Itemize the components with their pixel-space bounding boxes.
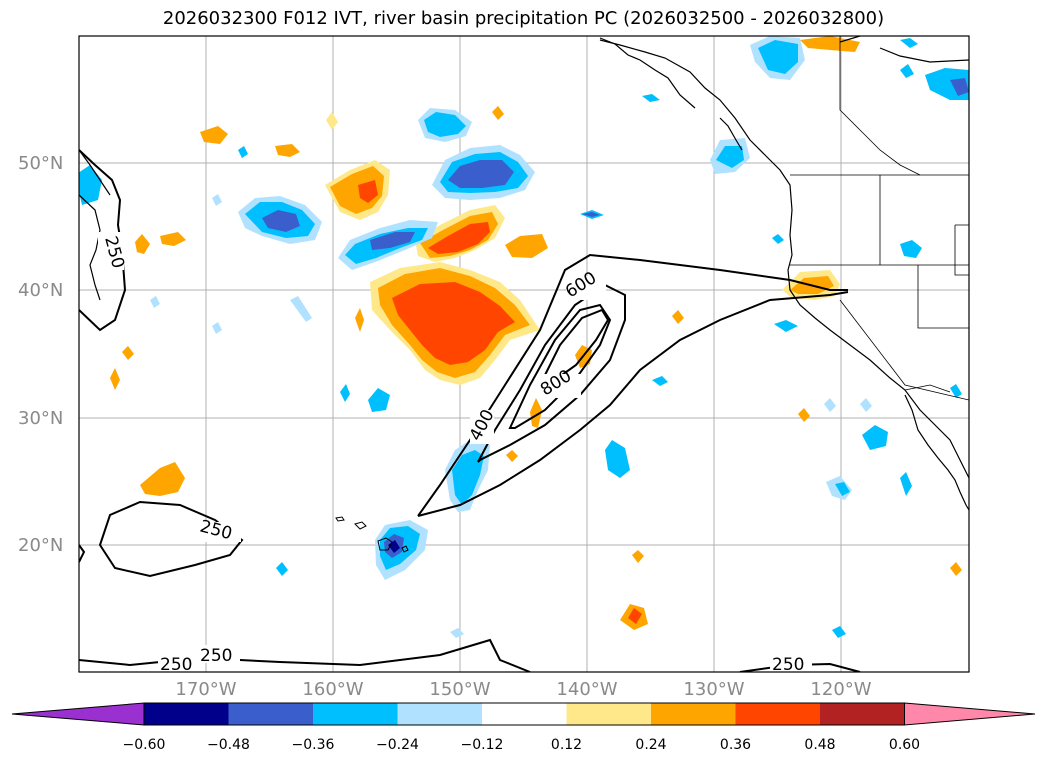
colorbar-tick: 0.24 bbox=[635, 737, 667, 753]
map-frame bbox=[78, 35, 970, 673]
lon-label-130w: 130°W bbox=[683, 679, 745, 700]
colorbar-tick: 0.60 bbox=[888, 737, 921, 753]
map-title: 2026032300 F012 IVT, river basin precipi… bbox=[162, 8, 885, 29]
colorbar-tick: 0.12 bbox=[550, 737, 583, 753]
contour-label: 250 bbox=[200, 646, 232, 666]
coastlines bbox=[79, 36, 969, 511]
colorbar-bin bbox=[820, 703, 905, 725]
colorbar-tick: −0.24 bbox=[376, 737, 419, 753]
colorbar-bin bbox=[651, 703, 736, 725]
lat-label-20n: 20°N bbox=[18, 535, 64, 556]
lon-label-150w: 150°W bbox=[429, 679, 491, 700]
colorbar-bin bbox=[566, 703, 651, 725]
lat-label-40n: 40°N bbox=[18, 280, 64, 301]
lon-label-120w: 120°W bbox=[810, 679, 872, 700]
political-borders bbox=[790, 36, 969, 401]
colorbar-tick: 0.36 bbox=[719, 737, 752, 753]
contour-label: 250 bbox=[160, 655, 192, 675]
colorbar-tick: −0.12 bbox=[460, 737, 504, 753]
lon-label-140w: 140°W bbox=[556, 679, 618, 700]
colorbar-bin bbox=[228, 703, 313, 725]
colorbar-bin bbox=[313, 703, 398, 725]
colorbar-tick: −0.48 bbox=[207, 737, 250, 753]
lat-label-50n: 50°N bbox=[18, 153, 64, 174]
colorbar-bin bbox=[735, 703, 820, 725]
lon-label-170w: 170°W bbox=[175, 679, 237, 700]
colorbar-bin bbox=[482, 703, 567, 725]
colorbar-tick: −0.60 bbox=[122, 737, 166, 753]
contour-labels: 250 250 250 250 250 400 600 800 bbox=[98, 232, 812, 675]
colorbar-tick: 0.48 bbox=[804, 737, 836, 753]
lat-label-30n: 30°N bbox=[18, 408, 64, 429]
map-panel: 250 250 250 250 250 400 600 800 bbox=[78, 35, 970, 675]
positive-pc-areas bbox=[110, 36, 962, 630]
colorbar-extend-high bbox=[904, 702, 1036, 726]
colorbar-bin bbox=[397, 703, 482, 725]
negative-pc-areas bbox=[79, 36, 969, 638]
colorbar-tick: −0.36 bbox=[291, 737, 335, 753]
contour-label: 250 bbox=[772, 655, 804, 675]
lon-label-160w: 160°W bbox=[302, 679, 364, 700]
ivt-contours bbox=[79, 149, 861, 672]
colorbar-extend-low bbox=[11, 702, 145, 726]
hawaiian-islands bbox=[335, 516, 409, 553]
colorbar-bin bbox=[144, 703, 229, 725]
